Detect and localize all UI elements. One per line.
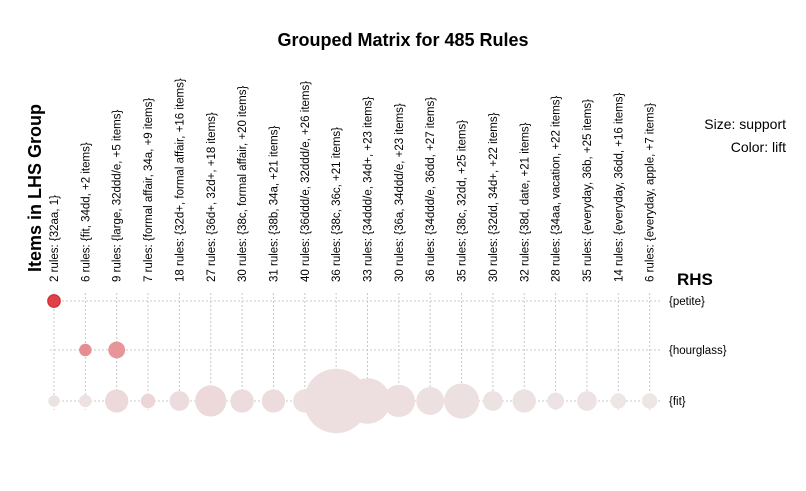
rhs-item-labels: {petite} {hourglass} {fit} [669, 296, 727, 408]
bubble-point [140, 393, 156, 409]
lhs-group-label: 6 rules: {everyday, apple, +7 items} [645, 103, 657, 282]
bubble-point [642, 393, 658, 409]
bubble-point [416, 387, 445, 415]
lhs-group-label: 35 rules: {everyday, 36b, +25 items} [582, 99, 594, 282]
bubble-point [483, 391, 503, 411]
lhs-group-label: 2 rules: {32aa, 1} [49, 195, 61, 282]
bubble-point [344, 378, 391, 424]
bubble-point [230, 389, 254, 413]
chart-title: Grouped Matrix for 485 Rules [277, 30, 528, 50]
rhs-axis-title: RHS [677, 270, 713, 289]
rhs-item-label: {petite} [669, 296, 705, 308]
bubble-point [79, 343, 92, 357]
bubble-point [577, 391, 597, 411]
lhs-group-label: 33 rules: {34ddd/e, 34d+, +23 items} [363, 96, 375, 282]
lhs-group-label: 30 rules: {36a, 34ddd/e, +23 items} [394, 103, 406, 282]
lhs-group-label: 7 rules: {formal affair, 34a, +9 items} [143, 98, 155, 282]
bubble-point [261, 389, 286, 413]
bubble-point [195, 385, 227, 417]
legend-color-label: Color: lift [731, 139, 786, 155]
lhs-group-label: 36 rules: {34ddd/e, 36dd, +27 items} [425, 97, 437, 282]
bubble-point [512, 389, 536, 413]
bubble-point [48, 395, 60, 407]
y-axis-label: Items in LHS Group [25, 104, 45, 272]
bubble-point [108, 341, 126, 359]
lhs-group-label: 40 rules: {36ddd/e, 32ddd/e, +26 items} [300, 81, 312, 282]
lhs-group-label: 9 rules: {large, 32ddd/e, +5 items} [112, 110, 124, 282]
bubble-point [169, 391, 190, 411]
legend-size-label: Size: support [704, 116, 786, 132]
bubble-point [105, 389, 129, 413]
lhs-group-label: 31 rules: {38b, 34a, +21 items} [268, 126, 280, 282]
lhs-group-label: 30 rules: {32dd, 34d+, +22 items} [488, 112, 500, 282]
lhs-group-label: 30 rules: {38c, formal affair, +20 items… [237, 85, 249, 282]
rhs-item-label: {hourglass} [669, 345, 727, 357]
bubble-point [444, 383, 480, 419]
rhs-item-label: {fit} [669, 396, 686, 408]
lhs-group-label: 6 rules: {fit, 34dd, +2 items} [80, 142, 92, 282]
lhs-group-label: 27 rules: {36d+, 32d+, +18 items} [206, 112, 218, 282]
bubble-point [79, 394, 92, 408]
lhs-group-label: 14 rules: {everyday, 36dd, +16 items} [613, 93, 625, 282]
lhs-group-label: 18 rules: {32d+, formal affair, +16 item… [174, 78, 186, 282]
lhs-group-label: 36 rules: {38c, 36c, +21 items} [331, 127, 343, 282]
bubble-point [47, 294, 61, 308]
lhs-group-labels: 2 rules: {32aa, 1} 6 rules: {fit, 34dd, +… [49, 78, 657, 282]
bubble-point [382, 384, 415, 418]
lhs-group-label: 35 rules: {38c, 32dd, +25 items} [457, 120, 469, 282]
lhs-group-label: 32 rules: {38d, date, +21 items} [519, 122, 531, 282]
bubble-points [47, 294, 658, 434]
bubble-point [610, 393, 626, 409]
bubble-point [547, 392, 565, 410]
lhs-group-label: 28 rules: {34aa, vacation, +22 items} [551, 95, 563, 282]
